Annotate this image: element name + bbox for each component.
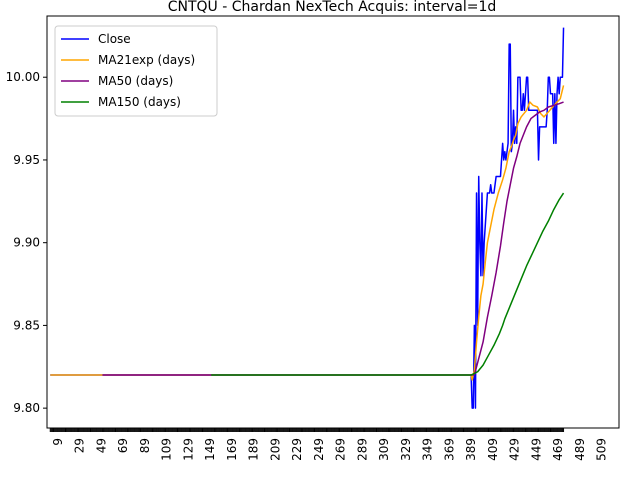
series-line-ma50-days bbox=[102, 101, 564, 376]
x-tick-label: 89 bbox=[138, 438, 152, 453]
x-tick-label: 149 bbox=[203, 438, 217, 461]
series-layer bbox=[50, 27, 565, 409]
x-tick-label: 29 bbox=[73, 438, 87, 453]
x-tick-label: 169 bbox=[225, 438, 239, 461]
x-tick-label: 369 bbox=[442, 438, 456, 461]
x-tick-label: 189 bbox=[247, 438, 261, 461]
y-axis: 9.80 9.85 9.90 9.95 10.00 bbox=[6, 70, 47, 415]
x-tick-label: 489 bbox=[573, 438, 587, 461]
x-tick-label: 389 bbox=[464, 438, 478, 461]
x-tick-label: 349 bbox=[421, 438, 435, 461]
y-tick-label: 9.95 bbox=[13, 153, 40, 167]
legend[interactable]: Close MA21exp (days) MA50 (days) MA150 (day… bbox=[54, 25, 218, 117]
y-tick-label: 9.90 bbox=[13, 236, 40, 250]
chart-title: CNTQU - Chardan NexTech Acquis: interval… bbox=[168, 0, 497, 15]
x-tick-marks bbox=[49, 428, 565, 432]
x-tick-label: 129 bbox=[181, 438, 195, 461]
x-tick-label: 509 bbox=[595, 438, 609, 461]
x-tick-label: 269 bbox=[334, 438, 348, 461]
x-tick-label: 289 bbox=[355, 438, 369, 461]
legend-label: Close bbox=[98, 32, 131, 46]
legend-label: MA150 (days) bbox=[98, 95, 181, 109]
legend-box bbox=[54, 25, 218, 117]
x-tick-label: 49 bbox=[94, 438, 108, 453]
legend-label: MA50 (days) bbox=[98, 74, 173, 88]
x-tick-label: 9 bbox=[51, 438, 65, 446]
x-tick-label: 429 bbox=[508, 438, 522, 461]
x-tick-label: 209 bbox=[268, 438, 282, 461]
legend-label: MA21exp (days) bbox=[98, 53, 195, 67]
series-line-ma150-days bbox=[211, 192, 565, 376]
x-axis: 9 29 49 69 89 109 129 149 169 189 209 229 249 269 289 3… bbox=[49, 428, 609, 461]
x-tick-label: 69 bbox=[116, 438, 130, 453]
x-tick-label: 409 bbox=[486, 438, 500, 461]
x-tick-label: 249 bbox=[312, 438, 326, 461]
series-line-ma21exp-days bbox=[50, 85, 565, 381]
x-tick-label: 309 bbox=[377, 438, 391, 461]
y-tick-label: 9.85 bbox=[13, 318, 40, 332]
y-tick-label: 9.80 bbox=[13, 401, 40, 415]
y-tick-label: 10.00 bbox=[6, 70, 40, 84]
x-tick-label: 109 bbox=[160, 438, 174, 461]
x-tick-label: 449 bbox=[529, 438, 543, 461]
x-tick-label: 329 bbox=[399, 438, 413, 461]
x-tick-label: 469 bbox=[551, 438, 565, 461]
plot-frame bbox=[46, 15, 620, 429]
x-tick-label: 229 bbox=[290, 438, 304, 461]
